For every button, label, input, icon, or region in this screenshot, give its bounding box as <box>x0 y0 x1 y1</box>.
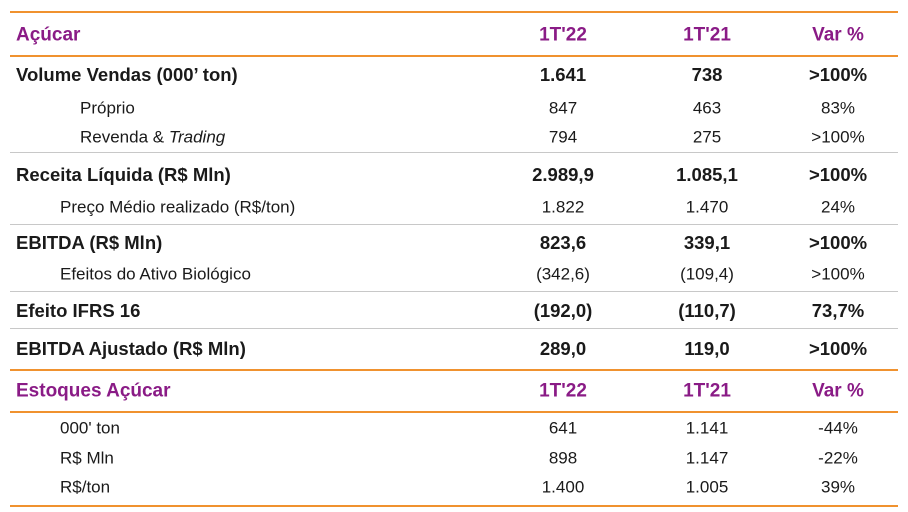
cell-value: 339,1 <box>683 231 731 253</box>
cell-value: 39% <box>820 477 856 497</box>
header-label: Estoques Açúcar <box>16 380 171 402</box>
label-part: Revenda & <box>80 127 169 147</box>
cell-value: -44% <box>818 418 858 438</box>
cell-value: 1.400 <box>541 477 585 497</box>
cell-value: 1.141 <box>685 418 729 438</box>
label-part: Trading <box>168 127 226 147</box>
cell-value: 1.470 <box>685 197 729 217</box>
row-label: EBITDA Ajustado (R$ Mln) <box>16 337 246 359</box>
cell-value: 823,6 <box>539 231 587 253</box>
cell-value: 794 <box>548 127 578 147</box>
cell-value: (110,7) <box>678 299 736 321</box>
cell-value: 24% <box>820 197 856 217</box>
cell-value: 738 <box>691 63 723 85</box>
row-label: Preço Médio realizado (R$/ton) <box>60 197 296 217</box>
cell-value: (342,6) <box>536 264 590 284</box>
rule <box>10 328 898 329</box>
rule <box>10 224 898 225</box>
cell-value: 1.822 <box>541 197 585 217</box>
row-label: Revenda & Trading <box>80 129 225 146</box>
rule <box>10 291 898 292</box>
row-label: 000' ton <box>60 418 120 438</box>
cell-value: (109,4) <box>680 264 734 284</box>
cell-value: >100% <box>811 264 865 284</box>
header-col: Var % <box>812 24 864 46</box>
cell-value: 289,0 <box>539 337 587 359</box>
cell-value: 1.641 <box>539 63 587 85</box>
cell-value: 463 <box>692 98 722 118</box>
cell-value: 73,7% <box>811 299 865 321</box>
row-label: R$/ton <box>60 477 111 497</box>
row-label: Efeitos do Ativo Biológico <box>60 264 251 284</box>
header-col: 1T'21 <box>683 380 731 402</box>
rule <box>10 55 898 57</box>
cell-value: 898 <box>548 448 578 468</box>
cell-value: >100% <box>811 127 865 147</box>
header-col: 1T'21 <box>683 24 731 46</box>
cell-value: >100% <box>808 63 868 85</box>
rule <box>10 411 898 413</box>
row-label: Próprio <box>80 98 135 118</box>
cell-value: 1.005 <box>685 477 729 497</box>
row-label: R$ Mln <box>60 448 114 468</box>
cell-value: 1.085,1 <box>676 163 738 185</box>
cell-value: (192,0) <box>533 299 593 321</box>
cell-value: 641 <box>548 418 578 438</box>
header-label: Açúcar <box>16 24 81 46</box>
row-label: Receita Líquida (R$ Mln) <box>16 163 231 185</box>
header-col: 1T'22 <box>539 24 587 46</box>
cell-value: -22% <box>818 448 858 468</box>
cell-value: 83% <box>820 98 856 118</box>
cell-value: 119,0 <box>684 337 730 359</box>
cell-value: >100% <box>808 163 868 185</box>
row-label: EBITDA (R$ Mln) <box>16 231 163 253</box>
cell-value: >100% <box>808 231 868 253</box>
rule <box>10 505 898 507</box>
cell-value: >100% <box>808 337 868 359</box>
cell-value: 1.147 <box>685 448 729 468</box>
rule <box>10 152 898 153</box>
cell-value: 847 <box>548 98 578 118</box>
header-col: 1T'22 <box>539 380 587 402</box>
row-label: Volume Vendas (000’ ton) <box>16 63 238 85</box>
rule <box>10 11 898 13</box>
cell-value: 2.989,9 <box>532 163 594 185</box>
header-col: Var % <box>812 380 864 402</box>
rule <box>10 369 898 371</box>
cell-value: 275 <box>692 127 722 147</box>
row-label: Efeito IFRS 16 <box>16 299 141 321</box>
